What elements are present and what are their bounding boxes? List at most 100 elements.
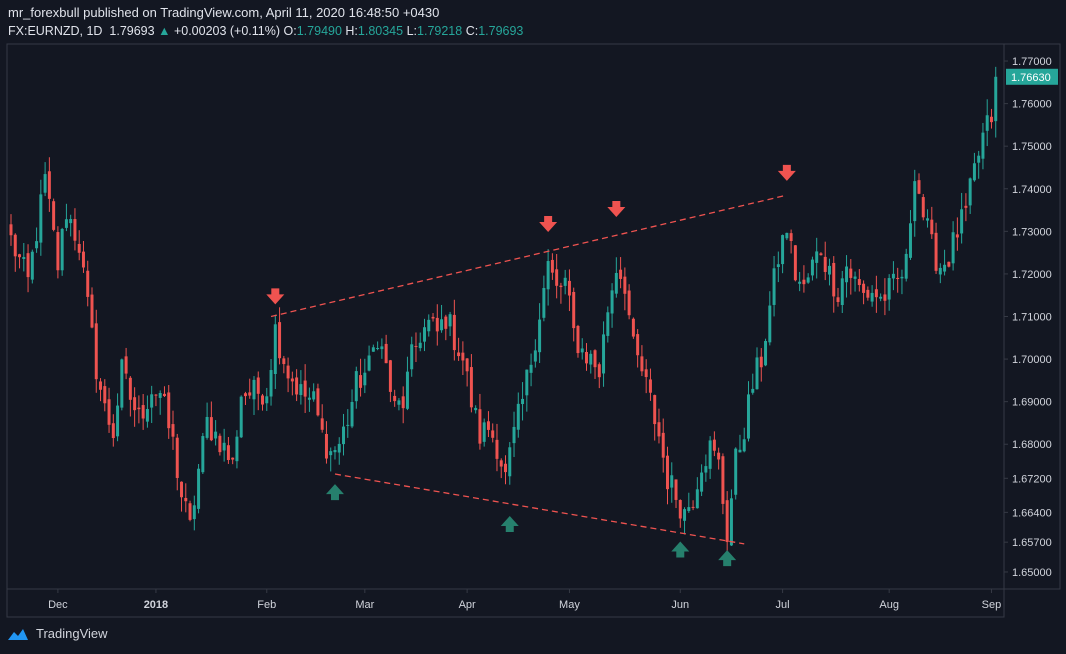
candle-body bbox=[13, 234, 17, 257]
candle-body bbox=[184, 497, 188, 502]
x-tick-label: 2018 bbox=[144, 599, 168, 611]
candle-body bbox=[120, 359, 124, 408]
y-tick-label: 1.74000 bbox=[1012, 184, 1052, 196]
low-value: 1.79218 bbox=[417, 24, 463, 38]
candle-body bbox=[734, 448, 738, 495]
candle-body bbox=[452, 314, 456, 351]
candle-body bbox=[256, 377, 260, 394]
candle-body bbox=[521, 398, 525, 405]
candle-body bbox=[985, 115, 989, 131]
trendline-resistance[interactable] bbox=[270, 194, 788, 318]
candle-body bbox=[934, 232, 938, 271]
candle-body bbox=[806, 277, 810, 283]
candle-body bbox=[226, 445, 230, 461]
candle-body bbox=[307, 397, 311, 400]
candle-body bbox=[661, 432, 665, 458]
candle-body bbox=[444, 316, 448, 329]
tradingview-logo-link[interactable]: TradingView bbox=[6, 626, 108, 641]
candle-body bbox=[231, 457, 235, 460]
candle-body bbox=[687, 507, 691, 512]
candle-body bbox=[546, 261, 550, 290]
candle-body bbox=[363, 372, 367, 386]
down-arrow-icon bbox=[266, 288, 285, 305]
candle-body bbox=[913, 181, 917, 222]
candle-body bbox=[94, 323, 98, 380]
candle-body bbox=[691, 506, 695, 508]
low-label: L: bbox=[406, 24, 418, 38]
price-axis[interactable] bbox=[1003, 43, 1061, 590]
candle-body bbox=[465, 358, 469, 372]
symbol-label[interactable]: FX:EURNZD, 1D bbox=[8, 24, 103, 38]
candle-body bbox=[376, 348, 380, 350]
candle-body bbox=[60, 228, 64, 271]
y-tick-label: 1.72000 bbox=[1012, 269, 1052, 281]
candle-body bbox=[457, 352, 461, 357]
up-arrow-icon bbox=[718, 550, 737, 567]
candle-body bbox=[542, 287, 546, 318]
candle-body bbox=[921, 197, 925, 218]
candle-body bbox=[981, 132, 985, 159]
candle-body bbox=[695, 489, 699, 509]
last-price-badge bbox=[1006, 68, 1058, 85]
candle-body bbox=[482, 422, 486, 442]
candle-body bbox=[606, 312, 610, 336]
candle-body bbox=[887, 278, 891, 300]
time-axis[interactable] bbox=[6, 588, 1005, 618]
candle-body bbox=[342, 426, 346, 445]
candle-body bbox=[836, 297, 840, 302]
candle-body bbox=[964, 205, 968, 208]
candle-body bbox=[593, 350, 597, 368]
candle-body bbox=[222, 442, 226, 451]
candle-body bbox=[418, 342, 422, 349]
candle-body bbox=[678, 500, 682, 519]
candle-body bbox=[448, 314, 452, 327]
candle-body bbox=[197, 468, 201, 509]
candle-body bbox=[900, 276, 904, 279]
candle-body bbox=[73, 219, 77, 241]
trendlines[interactable] bbox=[270, 194, 788, 545]
candle-body bbox=[759, 356, 763, 368]
candle-body bbox=[499, 460, 503, 467]
trendline-support[interactable] bbox=[334, 473, 745, 545]
candle-body bbox=[435, 317, 439, 332]
candle-body bbox=[657, 422, 661, 437]
y-tick-label: 1.66400 bbox=[1012, 507, 1052, 519]
candle-body bbox=[866, 289, 870, 298]
candle-body bbox=[819, 253, 823, 256]
candle-body bbox=[700, 472, 704, 492]
candle-body bbox=[133, 397, 137, 411]
candle-body bbox=[951, 232, 955, 264]
candle-body bbox=[862, 283, 866, 293]
candle-body bbox=[43, 174, 47, 193]
candle-body bbox=[614, 272, 618, 294]
candle-body bbox=[563, 277, 567, 286]
candle-body bbox=[853, 276, 857, 279]
candle-body bbox=[124, 356, 128, 374]
open-label: O: bbox=[283, 24, 297, 38]
x-tick-label: May bbox=[559, 599, 580, 611]
up-arrow-icon bbox=[671, 541, 690, 558]
candle-body bbox=[282, 358, 286, 365]
candle-body bbox=[947, 261, 951, 267]
candle-body bbox=[316, 388, 320, 416]
candle-body bbox=[299, 384, 303, 396]
candle-body bbox=[333, 450, 337, 453]
x-tick-label: Dec bbox=[48, 599, 68, 611]
y-tick-label: 1.76000 bbox=[1012, 99, 1052, 111]
candle-body bbox=[346, 424, 350, 426]
x-tick-label: Aug bbox=[879, 599, 899, 611]
candle-body bbox=[9, 224, 13, 236]
candle-body bbox=[968, 178, 972, 206]
candle-body bbox=[610, 290, 614, 314]
x-tick-label: Jul bbox=[776, 599, 790, 611]
down-arrow-icon bbox=[539, 215, 558, 232]
candle-body bbox=[39, 194, 43, 243]
candle-body bbox=[359, 375, 363, 388]
candle-body bbox=[474, 407, 478, 411]
y-tick-label: 1.68000 bbox=[1012, 439, 1052, 451]
down-arrow-icon bbox=[777, 164, 796, 181]
x-axis-labels: Dec 2018 Feb Mar Apr May Jun Jul Aug Sep bbox=[48, 589, 1001, 611]
close-label: C: bbox=[465, 24, 479, 38]
y-tick-label: 1.73000 bbox=[1012, 226, 1052, 238]
